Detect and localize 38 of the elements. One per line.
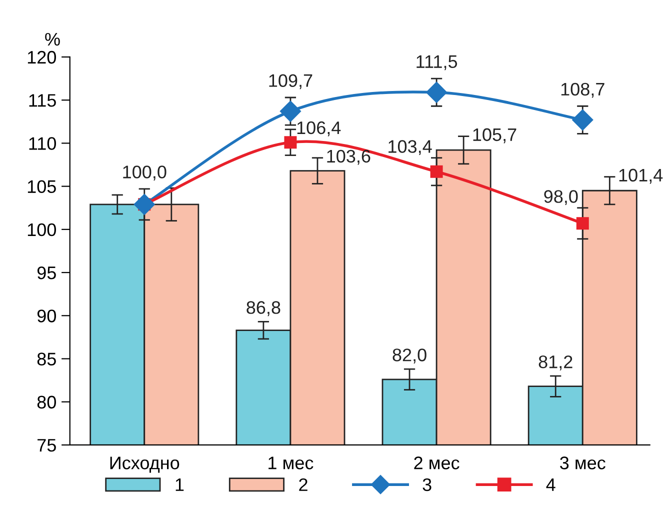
point [426, 82, 448, 103]
annotation: 101,4 [619, 168, 663, 184]
y-tick-label: 100 [28, 223, 56, 236]
point [284, 136, 297, 149]
y-tick-label: 115 [29, 94, 56, 107]
x-tick-label: 2 мес [414, 456, 460, 470]
legend-label: 1 [176, 478, 184, 491]
y-tick-label: 120 [28, 50, 56, 64]
x-tick-label: 3 мес [560, 456, 606, 470]
point [430, 165, 443, 178]
x-tick-label: 1 мес [268, 456, 314, 470]
point [572, 109, 594, 130]
y-tick-label: 95 [37, 266, 56, 280]
annotation: 100,0 [123, 166, 166, 181]
annotation: 98,0 [544, 190, 578, 206]
annotation: 81,2 [538, 355, 572, 370]
point [280, 100, 301, 122]
y-tick-label: 75 [38, 439, 56, 452]
y-tick-label: 110 [29, 137, 56, 150]
annotation: 106,4 [297, 121, 341, 136]
annotation: 109,7 [269, 74, 312, 90]
point [576, 217, 589, 230]
legend-label: 3 [422, 478, 432, 492]
y-tick-label: 80 [37, 396, 56, 409]
annotation: 86,8 [246, 301, 280, 316]
annotation: 105,7 [473, 128, 516, 144]
y-tick-label: 90 [37, 310, 56, 322]
annotation: 103,4 [388, 140, 432, 156]
legend-label: 2 [299, 478, 308, 491]
annotation: 103,6 [327, 150, 370, 165]
annotation: 111,5 [416, 55, 458, 70]
y-axis-title: % [45, 32, 60, 46]
y-tick-label: 105 [28, 180, 56, 194]
legend-label: 4 [546, 478, 556, 491]
annotation: 82,0 [392, 348, 426, 364]
y-tick-label: 85 [37, 352, 56, 366]
annotation: 108,7 [561, 82, 604, 98]
x-tick-label: Исходно [110, 456, 180, 473]
